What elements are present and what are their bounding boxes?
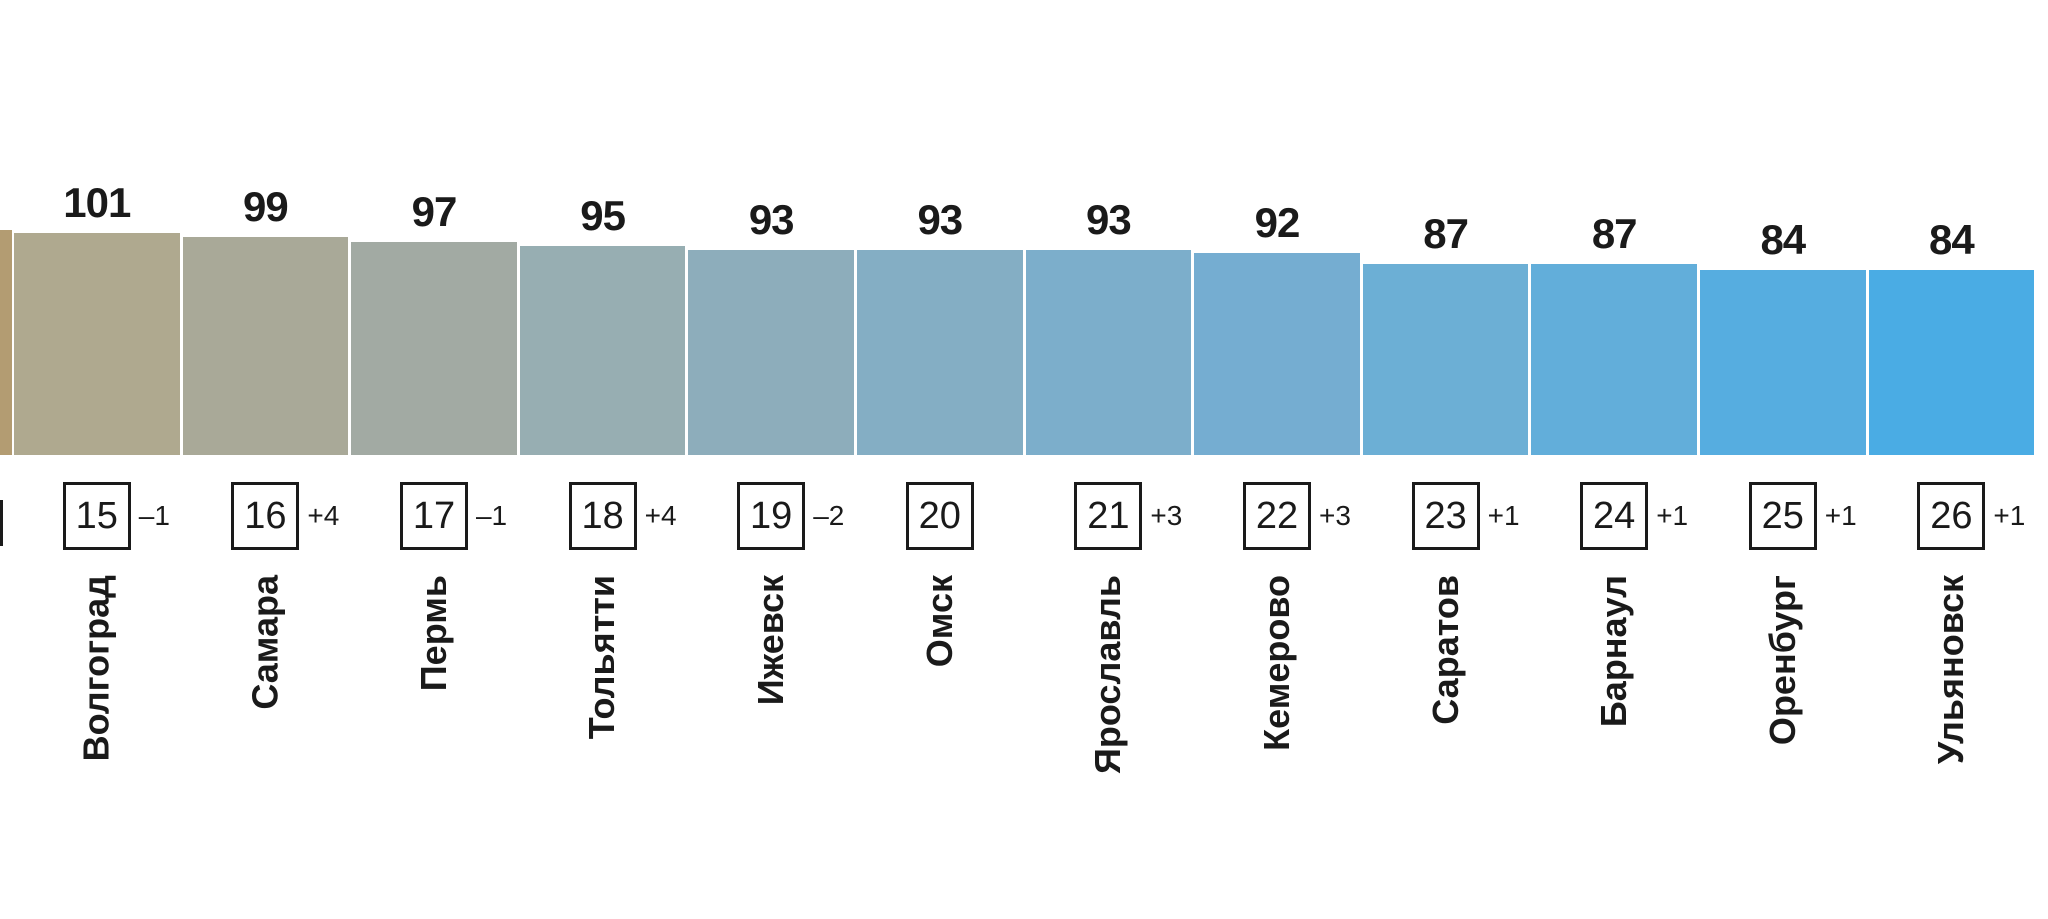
bar-column: 92 22 +3 Кемерово (1194, 0, 1360, 919)
bar-column: 97 17 –1 Пермь (351, 0, 517, 919)
city-label: Барнаул (1593, 575, 1635, 728)
rank-box: 15 (62, 482, 131, 550)
bar (351, 241, 517, 455)
bar-column: 84 25 +1 Оренбург (1700, 0, 1866, 919)
bar-column: 87 24 +1 Барнаул (1531, 0, 1697, 919)
city-label: Самара (244, 575, 286, 710)
city-label: Пермь (412, 575, 454, 692)
rank-box: 22 (1242, 482, 1311, 550)
bar-value-label: 93 (1086, 196, 1132, 244)
rank-box: 18 (568, 482, 637, 550)
rank-box: 17 (399, 482, 468, 550)
city-label: Тольятти (581, 575, 623, 740)
rank-change: +4 (644, 500, 677, 531)
rank-change: +1 (1993, 500, 2026, 531)
bar-column: 95 18 +4 Тольятти (519, 0, 686, 919)
bar-value-label: 95 (580, 192, 626, 239)
rank-box: 16 (231, 482, 300, 550)
rank-box: 21 (1074, 482, 1143, 550)
partial-rank-box-edge (0, 500, 3, 546)
bar-value-label: 99 (243, 183, 289, 231)
bar-value-label: 93 (748, 196, 795, 244)
rank-box: 23 (1411, 482, 1480, 550)
rank-change: +1 (1824, 500, 1857, 531)
partial-bar-left (0, 230, 12, 455)
bar (1531, 263, 1697, 455)
bar-value-label: 84 (1929, 216, 1975, 264)
rank-change: –2 (813, 500, 845, 531)
city-label: Оренбург (1761, 575, 1803, 746)
bar (182, 237, 349, 455)
city-label: Ульяновск (1930, 575, 1972, 765)
bar-value-label: 101 (63, 178, 131, 226)
rank-change: +1 (1656, 500, 1689, 531)
bar (1362, 263, 1529, 455)
rank-change: +3 (1150, 500, 1183, 531)
bar-column: 93 19 –2 Ижевск (688, 0, 854, 919)
bar (1194, 252, 1360, 455)
bar-value-label: 93 (917, 196, 963, 244)
city-label: Волгоград (75, 575, 117, 762)
city-label: Саратов (1424, 575, 1466, 725)
rank-box: 20 (905, 482, 974, 550)
bar-column: 93 20 Омск (857, 0, 1023, 919)
rank-change: +1 (1487, 500, 1520, 531)
bar-column: 87 23 +1 Саратов (1362, 0, 1529, 919)
bar-value-label: 87 (1423, 209, 1469, 257)
bar-column: 84 26 +1 Ульяновск (1868, 0, 2035, 919)
bar (857, 250, 1023, 455)
city-label: Ижевск (750, 575, 792, 706)
rank-box: 25 (1748, 482, 1817, 550)
bar-column: 93 21 +3 Ярославль (1025, 0, 1192, 919)
rank-box: 19 (737, 482, 806, 550)
bar (1025, 250, 1192, 455)
bar-value-label: 84 (1760, 216, 1806, 264)
bar (1700, 270, 1866, 455)
city-label: Омск (918, 575, 960, 668)
rank-change: +3 (1318, 500, 1351, 531)
bar-value-label: 97 (411, 187, 458, 235)
rank-box: 26 (1917, 482, 1986, 550)
bar (519, 246, 686, 455)
rank-change: +4 (307, 500, 340, 531)
bar-value-label: 87 (1591, 209, 1638, 257)
city-label: Ярославль (1087, 575, 1129, 774)
bar (14, 232, 180, 455)
bar-value-label: 92 (1254, 198, 1301, 246)
rank-box: 24 (1580, 482, 1649, 550)
bar (1868, 270, 2035, 455)
rank-change: –1 (138, 500, 170, 531)
bar-column: 99 16 +4 Самара (182, 0, 349, 919)
bar (688, 250, 854, 455)
bar-column: 101 15 –1 Волгоград (14, 0, 180, 919)
rank-change: –1 (475, 500, 508, 531)
city-label: Кемерово (1255, 575, 1297, 751)
